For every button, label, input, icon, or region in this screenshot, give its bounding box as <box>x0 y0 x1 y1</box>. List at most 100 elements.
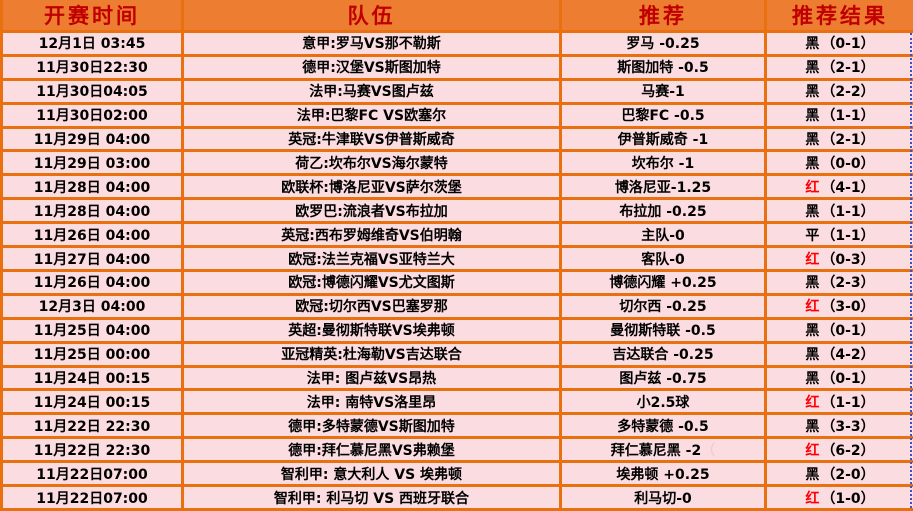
cell-result: 黑（2-1） <box>767 128 913 150</box>
result-score: （1-1） <box>821 203 875 220</box>
cell-result: 红（4-1） <box>767 176 913 198</box>
cell-teams: 智利甲: 意大利人 VS 埃弗顿 <box>184 463 559 485</box>
result-flag: 黑 <box>805 84 820 101</box>
cell-teams: 荷乙:坎布尔VS海尔蒙特 <box>184 152 559 174</box>
cell-result: 红（3-0） <box>767 295 913 317</box>
cell-time: 11月30日04:05 <box>3 80 181 102</box>
recommendation-text: 利马切-0 <box>634 490 692 507</box>
cell-time: 11月22日 22:30 <box>3 415 181 437</box>
cell-recommendation: 曼彻斯特联 -0.5 <box>562 319 764 341</box>
cell-recommendation: 吉达联合 -0.25 <box>562 343 764 365</box>
result-score: （1-1） <box>821 394 875 411</box>
cell-recommendation: 多特蒙德 -0.5 <box>562 415 764 437</box>
cell-result: 红（1-0） <box>767 487 913 508</box>
recommendation-text: 吉达联合 -0.25 <box>612 347 714 364</box>
cell-time: 12月1日 03:45 <box>3 33 181 54</box>
result-flag: 黑 <box>805 108 820 125</box>
recommendation-text: 斯图加特 -0.5 <box>617 60 709 77</box>
cell-recommendation: 博德闪耀 +0.25 <box>562 271 764 293</box>
cell-recommendation: 小2.5球 <box>562 391 764 413</box>
cell-teams: 英超:曼彻斯特联VS埃弗顿 <box>184 319 559 341</box>
result-score: （6-2） <box>821 442 875 459</box>
result-score: （2-1） <box>821 132 875 149</box>
result-score: （1-1） <box>821 108 875 125</box>
recommendation-text: 巴黎FC -0.5 <box>621 108 705 125</box>
cell-teams: 法甲:马赛VS图卢兹 <box>184 80 559 102</box>
cell-result: 平（1-1） <box>767 224 913 246</box>
cell-result: 黑（2-1） <box>767 56 913 78</box>
result-flag: 红 <box>805 179 820 196</box>
recommendation-text: 马赛-1 <box>641 84 685 101</box>
cell-recommendation: 巴黎FC -0.5 <box>562 104 764 126</box>
result-score: （0-3） <box>821 251 875 268</box>
cell-time: 11月22日07:00 <box>3 463 181 485</box>
result-flag: 平 <box>805 227 820 244</box>
cell-time: 11月25日 04:00 <box>3 319 181 341</box>
result-score: （2-0） <box>821 466 875 483</box>
cell-teams: 德甲:汉堡VS斯图加特 <box>184 56 559 78</box>
result-flag: 红 <box>805 299 820 316</box>
recommendation-text: 切尔西 -0.25 <box>619 299 707 316</box>
cell-teams: 德甲:拜仁慕尼黑VS弗赖堡 <box>184 439 559 461</box>
col-header-recommendation: 推荐 <box>562 0 764 30</box>
cell-teams: 英冠:西布罗姆维奇VS伯明翰 <box>184 224 559 246</box>
recommendation-text: 客队-0 <box>641 251 685 268</box>
result-score: （2-3） <box>821 275 875 292</box>
recommendation-text: 罗马 -0.25 <box>626 36 700 53</box>
result-flag: 黑 <box>805 60 820 77</box>
result-score: （2-2） <box>821 84 875 101</box>
cell-result: 黑（2-2） <box>767 80 913 102</box>
result-flag: 黑 <box>805 203 820 220</box>
cell-result: 黑（0-0） <box>767 152 913 174</box>
result-flag: 黑 <box>805 466 820 483</box>
cell-result: 黑（0-1） <box>767 319 913 341</box>
cell-teams: 欧冠:博德闪耀VS尤文图斯 <box>184 271 559 293</box>
cell-time: 11月27日 04:00 <box>3 248 181 269</box>
cell-teams: 法甲: 图卢兹VS昂热 <box>184 367 559 389</box>
result-flag: 黑 <box>805 323 820 340</box>
cell-teams: 德甲:多特蒙德VS斯图加特 <box>184 415 559 437</box>
col-header-teams: 队伍 <box>184 0 559 30</box>
cell-recommendation: 图卢兹 -0.75 <box>562 367 764 389</box>
cell-recommendation: 客队-0 <box>562 248 764 269</box>
result-score: （4-2） <box>821 347 875 364</box>
cell-time: 11月25日 00:00 <box>3 343 181 365</box>
cell-teams: 智利甲: 利马切 VS 西班牙联合 <box>184 487 559 508</box>
cell-recommendation: 博洛尼亚-1.25 <box>562 176 764 198</box>
cell-teams: 欧冠:法兰克福VS亚特兰大 <box>184 248 559 269</box>
cell-teams: 法甲:巴黎FC VS欧塞尔 <box>184 104 559 126</box>
result-score: （0-1） <box>821 36 875 53</box>
cell-time: 11月28日 04:00 <box>3 200 181 222</box>
result-score: （3-3） <box>821 418 875 435</box>
cell-result: 黑（1-1） <box>767 104 913 126</box>
cell-teams: 欧冠:切尔西VS巴塞罗那 <box>184 295 559 317</box>
cell-teams: 英冠:牛津联VS伊普斯威奇 <box>184 128 559 150</box>
recommendation-text: 多特蒙德 -0.5 <box>617 418 709 435</box>
result-score: （3-0） <box>821 299 875 316</box>
cell-recommendation: 斯图加特 -0.5 <box>562 56 764 78</box>
cell-recommendation: 罗马 -0.25 <box>562 33 764 54</box>
cell-result: 红（0-3） <box>767 248 913 269</box>
recommendation-text: 主队-0 <box>641 227 685 244</box>
result-score: （4-1） <box>821 179 875 196</box>
cell-recommendation: 拜仁慕尼黑 -2 （ <box>562 439 764 461</box>
result-flag: 黑 <box>805 371 820 388</box>
recommendation-text: 博洛尼亚-1.25 <box>614 179 712 196</box>
recommendation-text: 伊普斯威奇 -1 <box>617 132 709 149</box>
recommendation-text: 小2.5球 <box>636 394 690 411</box>
result-score: （0-0） <box>821 155 875 172</box>
result-flag: 红 <box>805 251 820 268</box>
cell-time: 11月28日 04:00 <box>3 176 181 198</box>
recommendation-text: 图卢兹 -0.75 <box>619 371 707 388</box>
cell-result: 黑（0-1） <box>767 367 913 389</box>
cell-time: 11月22日 22:30 <box>3 439 181 461</box>
result-flag: 黑 <box>805 155 820 172</box>
result-score: （0-1） <box>821 323 875 340</box>
cell-result: 红（1-1） <box>767 391 913 413</box>
cell-result: 黑（2-3） <box>767 271 913 293</box>
cell-teams: 意甲:罗马VS那不勒斯 <box>184 33 559 54</box>
cell-result: 红（6-2） <box>767 439 913 461</box>
cell-time: 11月24日 00:15 <box>3 391 181 413</box>
cell-teams: 亚冠精英:杜海勒VS吉达联合 <box>184 343 559 365</box>
cell-recommendation: 坎布尔 -1 <box>562 152 764 174</box>
